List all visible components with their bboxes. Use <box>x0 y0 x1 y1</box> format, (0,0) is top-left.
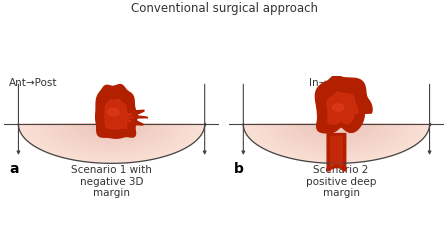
Polygon shape <box>25 124 198 161</box>
Polygon shape <box>312 124 361 135</box>
Polygon shape <box>59 124 164 146</box>
Polygon shape <box>299 124 374 140</box>
Polygon shape <box>256 124 417 158</box>
Text: Scenario 2
positive deep
margin: Scenario 2 positive deep margin <box>306 165 376 198</box>
Polygon shape <box>284 124 389 146</box>
Polygon shape <box>31 124 192 158</box>
Polygon shape <box>327 92 358 124</box>
Polygon shape <box>78 124 146 139</box>
Polygon shape <box>102 124 121 128</box>
Polygon shape <box>62 124 161 145</box>
Polygon shape <box>40 124 183 154</box>
Polygon shape <box>90 124 134 133</box>
Polygon shape <box>96 85 148 138</box>
Polygon shape <box>71 124 152 141</box>
Polygon shape <box>274 124 399 150</box>
Polygon shape <box>315 75 372 133</box>
Polygon shape <box>37 124 186 155</box>
Polygon shape <box>47 124 177 152</box>
Polygon shape <box>105 100 134 129</box>
Polygon shape <box>52 124 171 149</box>
Polygon shape <box>108 124 115 126</box>
Polygon shape <box>271 124 401 152</box>
Polygon shape <box>18 124 205 163</box>
Polygon shape <box>331 136 342 166</box>
Polygon shape <box>93 124 130 132</box>
Polygon shape <box>277 124 396 149</box>
Polygon shape <box>99 124 124 129</box>
Polygon shape <box>22 124 202 162</box>
Polygon shape <box>327 124 346 128</box>
Polygon shape <box>265 124 408 154</box>
Polygon shape <box>318 124 355 132</box>
Polygon shape <box>246 124 426 162</box>
Polygon shape <box>65 124 158 144</box>
Polygon shape <box>268 124 405 153</box>
Polygon shape <box>333 104 344 111</box>
Polygon shape <box>96 124 127 131</box>
Polygon shape <box>81 124 142 137</box>
Polygon shape <box>49 124 174 150</box>
Polygon shape <box>250 124 423 161</box>
Polygon shape <box>290 124 383 144</box>
Polygon shape <box>321 124 352 131</box>
Polygon shape <box>18 124 205 163</box>
Polygon shape <box>293 124 380 143</box>
Polygon shape <box>87 124 136 135</box>
Polygon shape <box>262 124 411 155</box>
Polygon shape <box>56 124 168 148</box>
Polygon shape <box>34 124 189 157</box>
Polygon shape <box>259 124 414 157</box>
Text: Conventional surgical approach: Conventional surgical approach <box>130 2 318 15</box>
Polygon shape <box>43 124 180 153</box>
Polygon shape <box>243 124 430 163</box>
Polygon shape <box>253 124 420 159</box>
Polygon shape <box>327 134 346 171</box>
Polygon shape <box>105 124 118 127</box>
Polygon shape <box>309 124 364 136</box>
Polygon shape <box>333 124 340 126</box>
Polygon shape <box>314 124 358 133</box>
Polygon shape <box>324 124 349 129</box>
Polygon shape <box>306 124 367 137</box>
Polygon shape <box>302 124 370 139</box>
Polygon shape <box>108 108 119 116</box>
Polygon shape <box>296 124 377 141</box>
Polygon shape <box>28 124 195 159</box>
Polygon shape <box>330 124 343 127</box>
Polygon shape <box>74 124 149 140</box>
Text: b: b <box>234 162 244 176</box>
Polygon shape <box>84 124 139 136</box>
Polygon shape <box>287 124 386 145</box>
Polygon shape <box>280 124 392 148</box>
Text: In→Out: In→Out <box>309 78 346 88</box>
Polygon shape <box>68 124 155 143</box>
Text: Ant→Post: Ant→Post <box>9 78 58 88</box>
Text: Scenario 1 with
negative 3D
margin: Scenario 1 with negative 3D margin <box>71 165 152 198</box>
Text: a: a <box>9 162 19 176</box>
Polygon shape <box>243 124 430 163</box>
